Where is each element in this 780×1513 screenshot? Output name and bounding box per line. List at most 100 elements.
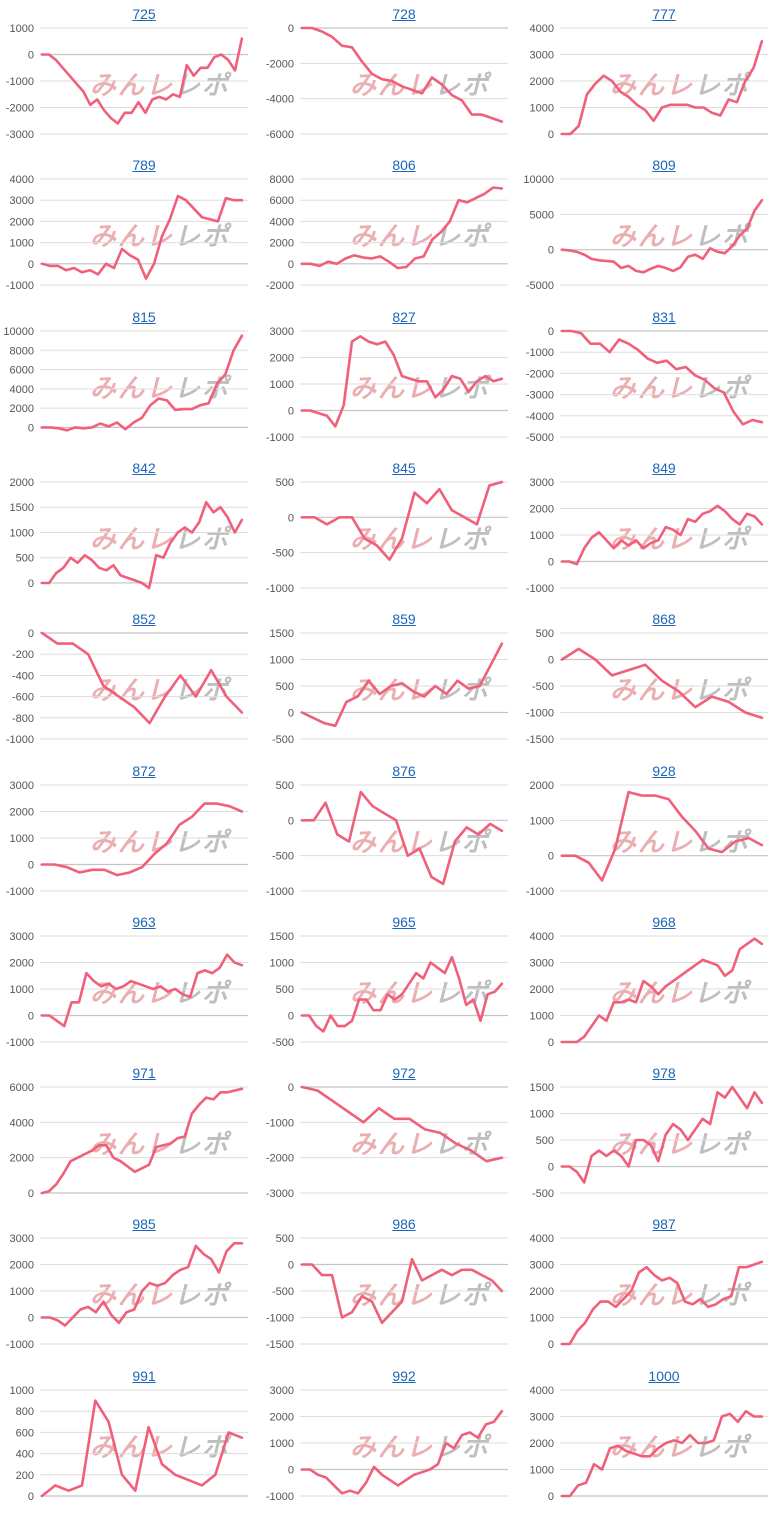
series-line: [560, 329, 764, 426]
chart-title-link[interactable]: 728: [392, 6, 416, 22]
series-line: [300, 642, 504, 728]
chart-985: 985 みんレレポ 3000 2000 1000 0 -1000: [0, 1210, 260, 1361]
series-line: [40, 1087, 244, 1195]
series-line: [300, 1258, 504, 1325]
line-chart: 1500 1000 500 0 -500: [530, 1082, 768, 1200]
chart-title-link[interactable]: 968: [652, 913, 676, 930]
line-chart: 1000 0 -1000 -2000 -3000: [6, 23, 248, 141]
series-line: [40, 631, 244, 725]
chart-title-link[interactable]: 809: [652, 157, 676, 174]
chart-title-link[interactable]: 876: [392, 762, 416, 779]
chart-title-link[interactable]: 852: [132, 611, 156, 628]
chart-986: 986 みんレレポ 500 0 -500 -1000 -1500: [260, 1210, 520, 1361]
watermark-part1: みんレ: [90, 1432, 175, 1463]
series-line: [300, 186, 504, 270]
y-tick-label: 1000: [530, 1109, 554, 1121]
chart-title-link[interactable]: 842: [132, 459, 156, 476]
line-chart: 4000 3000 2000 1000 0: [530, 1385, 768, 1503]
series-line: [40, 500, 244, 590]
chart-title-link[interactable]: 859: [392, 611, 416, 628]
chart-title-link[interactable]: 963: [132, 913, 156, 930]
chart-title-link[interactable]: 789: [132, 157, 156, 174]
y-tick-label: -2000: [266, 58, 294, 70]
y-tick-label: -200: [12, 649, 34, 661]
chart-title-link[interactable]: 806: [392, 157, 416, 174]
series-line: [560, 647, 764, 720]
y-tick-label: -3000: [266, 1188, 294, 1200]
y-tick-label: -1000: [6, 886, 34, 898]
y-tick-label: 1000: [10, 1385, 34, 1397]
y-tick-label: 800: [16, 1406, 34, 1418]
watermark-part1: みんレ: [90, 978, 175, 1009]
y-tick-label: 0: [28, 50, 34, 62]
y-tick-label: 500: [536, 628, 554, 640]
watermark-logo: みんレレポ: [350, 216, 490, 253]
y-tick-label: 0: [548, 1162, 554, 1174]
y-tick-label: 1000: [10, 1286, 34, 1298]
y-tick-label: 3000: [10, 195, 34, 207]
chart-title-link[interactable]: 831: [652, 308, 676, 325]
y-tick-label: 0: [548, 1491, 554, 1503]
y-tick-label: 500: [276, 984, 294, 996]
y-tick-label: 1000: [530, 530, 554, 542]
chart-title-link[interactable]: 971: [132, 1065, 156, 1082]
chart-title-link[interactable]: 985: [132, 1216, 156, 1233]
y-tick-label: 0: [28, 628, 34, 640]
chart-title-link[interactable]: 991: [132, 1367, 156, 1384]
y-tick-label: 3000: [530, 957, 554, 969]
chart-title-link[interactable]: 987: [652, 1216, 676, 1233]
y-tick-label: -2000: [526, 368, 554, 380]
chart-title-link[interactable]: 965: [392, 913, 416, 930]
y-tick-label: 0: [28, 259, 34, 271]
line-chart: 2000 1000 0 -1000: [526, 780, 768, 898]
series-line: [40, 194, 244, 281]
series-line: [300, 26, 504, 123]
chart-title-link[interactable]: 845: [392, 459, 416, 476]
y-tick-label: 4000: [530, 931, 554, 943]
series-line: [300, 955, 504, 1033]
line-chart: 10000 5000 0 -5000: [523, 174, 768, 292]
y-tick-label: -500: [272, 850, 294, 862]
y-tick-label: 4000: [10, 174, 34, 186]
y-tick-label: -500: [272, 1286, 294, 1298]
chart-title-link[interactable]: 827: [392, 308, 416, 325]
chart-title-link[interactable]: 986: [392, 1216, 416, 1233]
watermark-logo: みんレレポ: [90, 216, 230, 253]
chart-title-link[interactable]: 928: [652, 762, 676, 779]
y-tick-label: -1000: [526, 347, 554, 359]
y-tick-label: -600: [12, 692, 34, 704]
y-tick-label: -2000: [266, 280, 294, 292]
series-line: [300, 1085, 504, 1163]
y-tick-label: 2000: [10, 1153, 34, 1165]
line-chart: 0 -200 -400 -600 -800 -1000: [6, 628, 248, 746]
chart-876: 876 みんレレポ 500 0 -500 -1000: [260, 757, 520, 908]
watermark-part1: みんレ: [610, 524, 695, 555]
y-tick-label: 2000: [530, 780, 554, 792]
chart-971: 971 みんレレポ 6000 4000 2000 0: [0, 1059, 260, 1210]
y-tick-label: -5000: [526, 280, 554, 292]
y-tick-label: 2000: [530, 1286, 554, 1298]
y-tick-label: -6000: [266, 129, 294, 141]
chart-title-link[interactable]: 725: [132, 6, 156, 22]
chart-title-link[interactable]: 849: [652, 459, 676, 476]
chart-title-link[interactable]: 978: [652, 1065, 676, 1082]
y-tick-label: 4000: [530, 1233, 554, 1245]
watermark-part1: みんレ: [90, 827, 175, 858]
chart-title-link[interactable]: 872: [132, 762, 156, 779]
y-tick-label: -400: [12, 671, 34, 683]
chart-title-link[interactable]: 1000: [648, 1367, 680, 1384]
chart-title-link[interactable]: 868: [652, 611, 676, 628]
y-tick-label: 2000: [270, 1411, 294, 1423]
chart-title-link[interactable]: 815: [132, 308, 156, 325]
watermark-part2: レポ: [434, 1281, 491, 1312]
chart-title-link[interactable]: 777: [652, 6, 676, 22]
chart-title-link[interactable]: 992: [392, 1367, 416, 1384]
series-line: [560, 199, 764, 274]
chart-991: 991 みんレレポ 1000 800 600 400 200 0: [0, 1362, 260, 1513]
watermark-part1: みんレ: [350, 373, 435, 404]
chart-987: 987 みんレレポ 4000 3000 2000 1000 0: [520, 1210, 780, 1361]
watermark-part2: レポ: [434, 222, 491, 253]
watermark-part1: みんレ: [610, 71, 695, 101]
chart-title-link[interactable]: 972: [392, 1065, 416, 1082]
y-tick-label: 3000: [270, 326, 294, 338]
